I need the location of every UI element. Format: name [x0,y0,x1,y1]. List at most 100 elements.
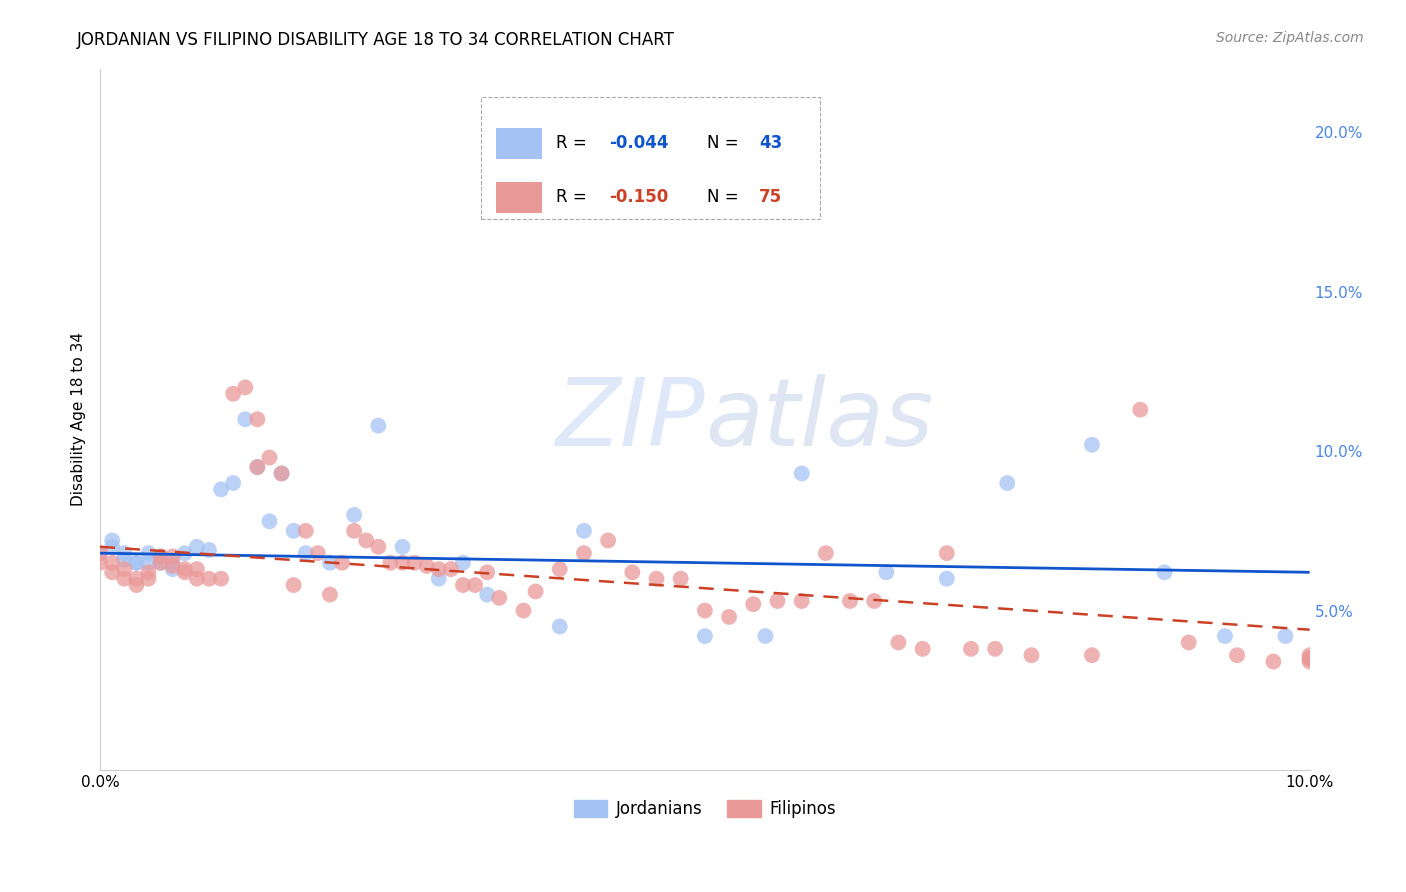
Point [475,588,498,602]
Point [548,619,571,633]
Point [246,412,269,426]
Text: atlas: atlas [704,374,934,465]
Point [391,540,413,554]
Point [112,552,135,566]
Point [427,572,450,586]
Point [404,556,426,570]
Point [173,566,195,580]
Point [125,556,148,570]
Point [283,578,305,592]
Point [173,562,195,576]
Point [598,533,620,548]
Point [246,460,269,475]
Point [1298,655,1320,669]
Point [548,562,571,576]
Point [645,572,668,586]
Point [875,566,897,580]
Text: -0.150: -0.150 [609,188,669,206]
Point [935,572,957,586]
Point [354,533,377,548]
Point [1177,635,1199,649]
Point [138,556,160,570]
Point [294,524,316,538]
Point [1298,651,1320,665]
Point [1274,629,1296,643]
Point [149,549,172,564]
Point [149,556,172,570]
Point [960,641,983,656]
Point [524,584,547,599]
Point [270,467,292,481]
Point [887,635,910,649]
Point [319,588,342,602]
Point [125,556,148,570]
Point [149,556,172,570]
Point [1298,648,1320,663]
Point [935,546,957,560]
Point [101,533,124,548]
Point [693,603,716,617]
Point [839,594,862,608]
Point [101,556,124,570]
Point [162,562,184,576]
Point [1213,629,1236,643]
Point [112,562,135,576]
Point [186,540,208,554]
Text: N =: N = [707,188,744,206]
Point [233,412,256,426]
Point [186,572,208,586]
Text: JORDANIAN VS FILIPINO DISABILITY AGE 18 TO 34 CORRELATION CHART: JORDANIAN VS FILIPINO DISABILITY AGE 18 … [77,31,675,49]
Point [198,543,221,558]
Point [451,578,474,592]
Text: R =: R = [557,188,598,206]
Point [754,629,776,643]
Text: 75: 75 [759,188,783,206]
Point [572,546,595,560]
Point [742,597,765,611]
Y-axis label: Disability Age 18 to 34: Disability Age 18 to 34 [72,332,86,507]
Point [790,467,813,481]
Legend: Jordanians, Filipinos: Jordanians, Filipinos [568,793,842,825]
Point [391,556,413,570]
Point [367,540,389,554]
Point [112,572,135,586]
Point [89,556,111,570]
Point [718,610,741,624]
Point [911,641,934,656]
Point [572,524,595,538]
Point [138,572,160,586]
Point [621,566,644,580]
Point [138,546,160,560]
FancyBboxPatch shape [481,96,820,219]
Point [222,386,245,401]
Point [475,566,498,580]
Point [488,591,510,605]
Point [173,546,195,560]
Point [464,578,486,592]
Point [283,524,305,538]
Point [294,546,316,560]
Point [270,467,292,481]
Point [1021,648,1043,663]
Point [319,556,342,570]
Point [1298,651,1320,665]
Point [790,594,813,608]
Point [259,514,281,528]
Point [343,508,366,522]
Point [1226,648,1249,663]
Point [186,562,208,576]
Point [112,546,135,560]
Point [198,572,221,586]
Point [138,566,160,580]
Point [89,546,111,560]
Point [814,546,837,560]
Text: R =: R = [557,134,592,153]
Point [1129,402,1152,417]
Point [863,594,886,608]
Text: 43: 43 [759,134,783,153]
Point [162,549,184,564]
Point [101,540,124,554]
Point [246,460,269,475]
Point [766,594,789,608]
Point [451,556,474,570]
